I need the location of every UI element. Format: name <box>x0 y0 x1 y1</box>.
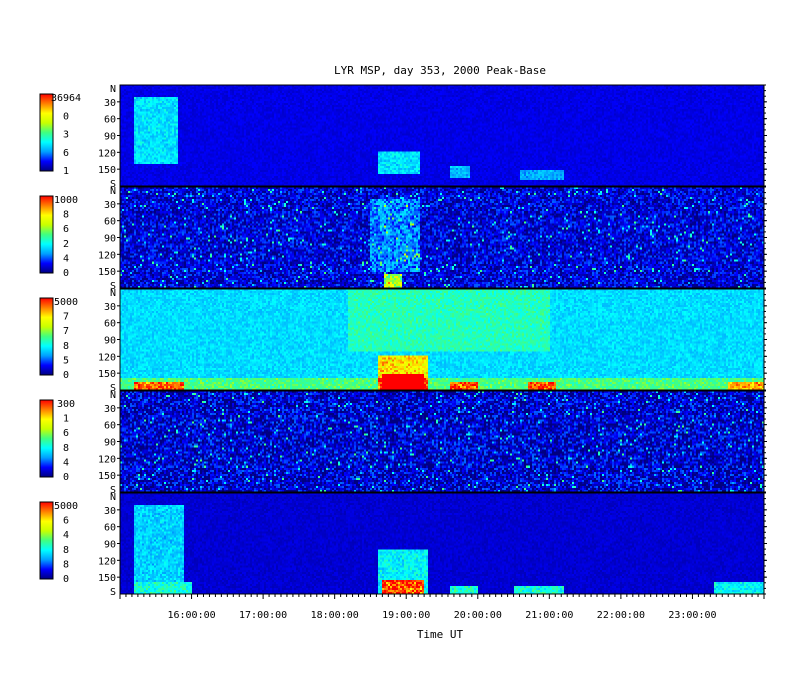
y-label-south: S <box>110 281 116 292</box>
y-tick-label: 120 <box>98 454 116 465</box>
y-tick-label: 150 <box>98 369 116 380</box>
colorbar-label: 0 <box>63 574 69 585</box>
x-tick-label: 17:00:00 <box>239 610 287 621</box>
panel-4-colorbar <box>39 399 54 478</box>
x-tick-label: 21:00:00 <box>525 610 573 621</box>
panel-1-colorbar <box>39 93 54 172</box>
x-tick-label: 23:00:00 <box>668 610 716 621</box>
y-tick-label: 30 <box>104 506 116 517</box>
colorbar-label: 300 <box>57 399 75 410</box>
y-tick-label: 60 <box>104 523 116 534</box>
panel-3: N S 30 60 90 120 150 5000 7 7 8 5 0 <box>39 288 767 394</box>
panel-3-heatmap <box>120 289 764 390</box>
y-tick-label: 150 <box>98 471 116 482</box>
y-tick-label: 60 <box>104 115 116 126</box>
y-tick-label: 120 <box>98 556 116 567</box>
colorbar-label: 4 <box>63 457 69 468</box>
colorbar-label: 7 <box>63 312 69 323</box>
y-tick-label: 120 <box>98 352 116 363</box>
colorbar-label: 8 <box>63 210 69 221</box>
colorbar-label: 5 <box>63 355 69 366</box>
colorbar-label: 8 <box>63 545 69 556</box>
panel-1: N S 30 60 90 120 150 36964 0 3 6 1 <box>39 84 767 190</box>
x-tick-label: 18:00:00 <box>311 610 359 621</box>
y-label-north: N <box>110 390 116 401</box>
y-label-north: N <box>110 492 116 503</box>
x-axis: 16:00:00 17:00:00 18:00:00 19:00:00 20:00:00… <box>119 594 765 621</box>
panel-4-heatmap <box>120 391 764 492</box>
colorbar-label: 6 <box>63 148 69 159</box>
x-tick-label: 19:00:00 <box>382 610 430 621</box>
y-tick-label: 150 <box>98 165 116 176</box>
y-tick-label: 120 <box>98 250 116 261</box>
y-label-south: S <box>110 179 116 190</box>
y-tick-label: 30 <box>104 200 116 211</box>
y-tick-label: 90 <box>104 132 116 143</box>
colorbar-label: 2 <box>63 239 69 250</box>
y-label-south: S <box>110 383 116 394</box>
colorbar-label: 0 <box>63 111 69 122</box>
x-tick-label: 16:00:00 <box>167 610 215 621</box>
y-label-north: N <box>110 288 116 299</box>
x-tick-label: 20:00:00 <box>454 610 502 621</box>
colorbar-label: 4 <box>63 530 69 541</box>
y-tick-label: 60 <box>104 217 116 228</box>
colorbar-label: 8 <box>63 559 69 570</box>
colorbar-label: 6 <box>63 516 69 527</box>
colorbar-label: 5000 <box>54 297 78 308</box>
panel-2-heatmap <box>120 187 764 288</box>
y-tick-label: 30 <box>104 98 116 109</box>
y-tick-label: 30 <box>104 302 116 313</box>
chart-title: LYR MSP, day 353, 2000 Peak-Base <box>334 64 546 77</box>
colorbar-label: 5000 <box>54 501 78 512</box>
colorbar-label: 3 <box>63 130 69 141</box>
y-tick-label: 150 <box>98 267 116 278</box>
colorbar-label: 1000 <box>54 195 78 206</box>
y-tick-label: 90 <box>104 234 116 245</box>
y-tick-label: 120 <box>98 148 116 159</box>
panel-5: N S 30 60 90 120 150 5000 6 4 8 8 0 <box>39 492 767 598</box>
colorbar-label: 0 <box>63 268 69 279</box>
colorbar-label: 7 <box>63 326 69 337</box>
colorbar-label: 6 <box>63 224 69 235</box>
y-label-north: N <box>110 186 116 197</box>
y-tick-label: 90 <box>104 540 116 551</box>
y-tick-label: 150 <box>98 573 116 584</box>
colorbar-label: 8 <box>63 341 69 352</box>
y-tick-label: 60 <box>104 421 116 432</box>
panel-5-colorbar <box>39 501 54 580</box>
colorbar-label: 1 <box>63 166 69 177</box>
y-tick-label: 60 <box>104 319 116 330</box>
y-tick-label: 90 <box>104 438 116 449</box>
colorbar-label: 8 <box>63 443 69 454</box>
y-tick-label: 30 <box>104 404 116 415</box>
colorbar-label: 1 <box>63 414 69 425</box>
y-label-north: N <box>110 84 116 95</box>
colorbar-label: 0 <box>63 370 69 381</box>
panel-2: N S 30 60 90 120 150 1000 8 6 2 4 0 <box>39 186 767 292</box>
panel-2-colorbar <box>39 195 54 274</box>
panel-5-heatmap <box>120 493 764 594</box>
y-tick-label: 90 <box>104 336 116 347</box>
x-tick-label: 22:00:00 <box>597 610 645 621</box>
x-axis-label: Time UT <box>417 628 464 641</box>
y-label-south: S <box>110 587 116 598</box>
colorbar-label: 36964 <box>51 93 81 104</box>
panel-1-heatmap <box>120 85 764 186</box>
colorbar-label: 6 <box>63 428 69 439</box>
colorbar-label: 4 <box>63 253 69 264</box>
panel-4: N S 30 60 90 120 150 300 1 6 8 4 0 <box>39 390 767 496</box>
colorbar-label: 0 <box>63 472 69 483</box>
panel-3-colorbar <box>39 297 54 376</box>
y-label-south: S <box>110 485 116 496</box>
